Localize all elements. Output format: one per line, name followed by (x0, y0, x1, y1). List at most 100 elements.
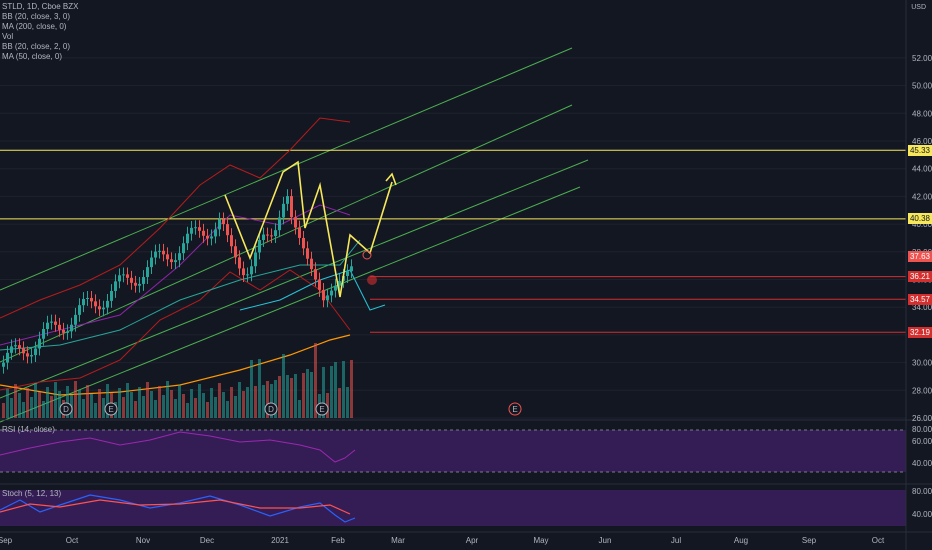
volume-bar (274, 380, 277, 418)
volume-bar (190, 389, 193, 418)
candle-body (166, 254, 169, 260)
volume-bar (282, 354, 285, 418)
trend-channel (0, 47, 589, 423)
candle-body (310, 258, 313, 270)
volume-bar (286, 375, 289, 418)
candle-body (214, 229, 217, 237)
volume-bar (138, 387, 141, 418)
volume-bar (74, 381, 77, 418)
indicator-bb-2[interactable]: BB (20, close, 2, 0) (2, 42, 71, 51)
price-tick-label: 48.00 (912, 109, 932, 118)
volume-bar (22, 402, 25, 418)
volume-bar (294, 374, 297, 418)
candle-body (46, 322, 49, 330)
time-tick-label: Jul (671, 536, 681, 545)
volume-bar (238, 382, 241, 418)
stoch-k-line (0, 494, 356, 523)
candle-body (142, 277, 145, 284)
candle-body (2, 362, 5, 367)
volume-bar (42, 401, 45, 418)
event-marker (104, 402, 118, 416)
candle-body (102, 307, 105, 310)
volume-bar (310, 372, 313, 418)
candle-body (178, 253, 181, 261)
ma-50-line (0, 239, 361, 351)
candle-body (198, 227, 201, 231)
volume-bar (314, 343, 317, 418)
time-tick-label: Sep (802, 536, 817, 545)
candle-body (86, 297, 89, 299)
candle-body (274, 230, 277, 237)
indicator-ma-50[interactable]: MA (50, close, 0) (2, 52, 63, 61)
rsi-pane: 80.00 60.00 40.00 (0, 419, 932, 473)
volume-bar (50, 396, 53, 418)
volume-bar (82, 399, 85, 418)
candle-body (50, 321, 53, 323)
volume-bar (234, 396, 237, 418)
candle-body (118, 275, 121, 282)
time-axis[interactable]: Sep Oct Nov Dec 2021 Feb Mar Apr May Jun Jul Aug Sep… (0, 531, 932, 545)
volume-bar (54, 382, 57, 418)
candle-body (294, 217, 297, 228)
volume-bar (10, 398, 13, 418)
target-circle (367, 275, 377, 285)
indicator-vol[interactable]: Vol (2, 32, 14, 41)
time-tick-label: 2021 (271, 536, 289, 545)
volume-bar (102, 398, 105, 418)
bollinger-bands (0, 117, 386, 396)
candle-body (246, 274, 249, 276)
candle-body (170, 259, 173, 263)
volume-bar (214, 397, 217, 418)
candle-body (146, 267, 149, 278)
volume-bar (26, 388, 29, 418)
volume-bar (278, 376, 281, 418)
indicator-ma-200[interactable]: MA (200, close, 0) (2, 22, 67, 31)
volume-bar (166, 381, 169, 418)
volume-bar (338, 388, 341, 418)
volume-bar (334, 362, 337, 418)
volume-bar (94, 403, 97, 418)
volume-bar (66, 386, 69, 418)
candle-body (250, 266, 253, 275)
event-marker (264, 402, 278, 416)
stoch-tick-label: 40.00 (912, 510, 932, 519)
candle-body (326, 295, 329, 301)
candle-body (162, 250, 165, 255)
volume-bar (290, 378, 293, 418)
rsi-tick-label: 80.00 (912, 425, 932, 434)
volume-bar (198, 384, 201, 418)
candle-body (150, 257, 153, 268)
zigzag-pattern (224, 160, 397, 298)
chart-legend: STLD, 1D, Cboe BZX BB (20, close, 3, 0) … (2, 2, 78, 62)
price-tick-label: 34.00 (912, 303, 932, 312)
volume-bar (98, 389, 101, 418)
candle-body (334, 285, 337, 291)
volume-bar (258, 359, 261, 418)
candle-body (58, 324, 61, 330)
stoch-label[interactable]: Stoch (5, 12, 13) (2, 489, 62, 498)
time-tick-label: Nov (136, 536, 150, 545)
symbol-title[interactable]: STLD, 1D, Cboe BZX (2, 2, 79, 11)
candle-body (266, 234, 269, 236)
indicator-bb-3[interactable]: BB (20, close, 3, 0) (2, 12, 71, 21)
volume-bar (46, 387, 49, 418)
candle-body (330, 290, 333, 296)
candle-body (346, 271, 349, 277)
event-marker-label: E (108, 405, 113, 414)
stoch-pane: 80.00 40.00 (0, 483, 932, 526)
price-tick-label: 40.00 (912, 220, 932, 229)
candle-body (6, 352, 9, 363)
channel-line (0, 104, 573, 363)
rsi-label[interactable]: RSI (14, close) (2, 425, 55, 434)
event-marker (508, 402, 522, 416)
candle-body (42, 329, 45, 339)
candle-body (230, 235, 233, 247)
candle-body (138, 283, 141, 286)
bb-lower-inner (239, 269, 386, 311)
volume-bar (146, 382, 149, 418)
price-label-box: 40.38 (908, 213, 932, 225)
volume-bar (162, 395, 165, 418)
volume-bar (174, 399, 177, 418)
